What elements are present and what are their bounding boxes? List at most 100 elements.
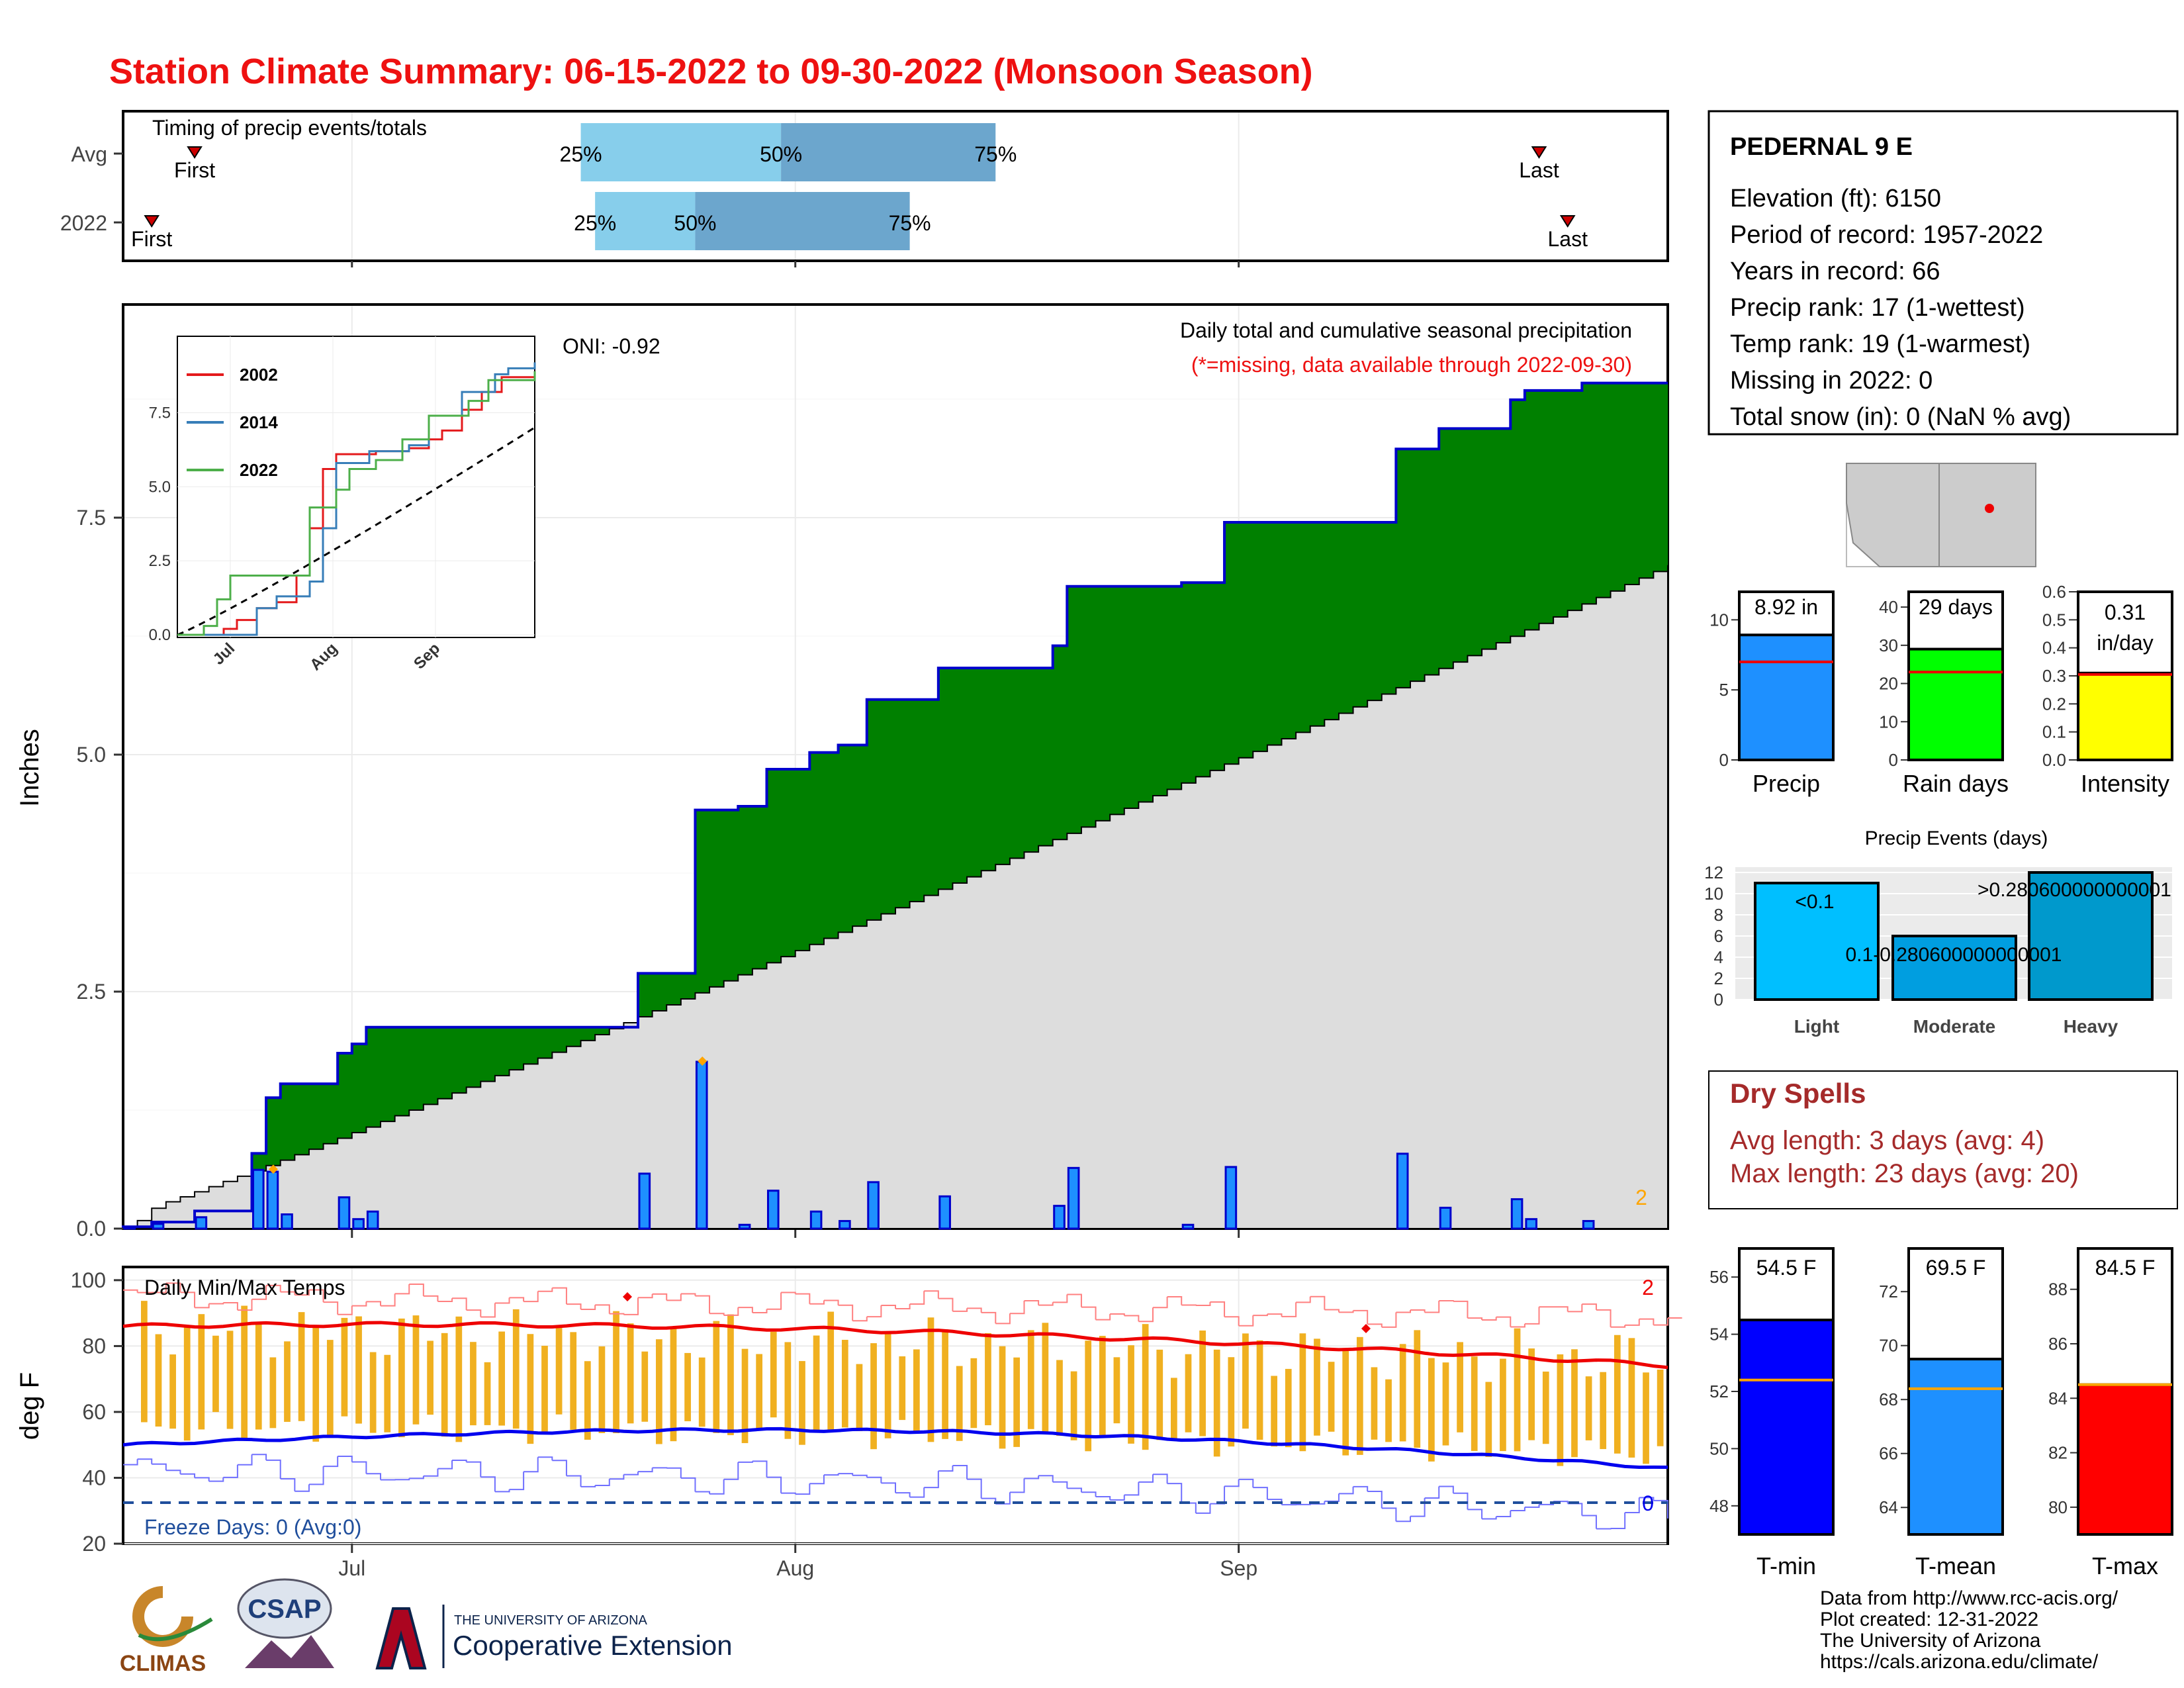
dry-spells-title: Dry Spells	[1730, 1078, 1866, 1109]
daily-temp-bar	[1571, 1349, 1578, 1458]
temp-corner-bottom: 0	[1642, 1491, 1654, 1515]
daily-temp-bar	[470, 1342, 477, 1426]
daily-precip-bar	[638, 1172, 651, 1230]
summary-tick: 10	[1879, 712, 1898, 731]
inset-series-line	[177, 362, 536, 636]
station-info-line: Missing in 2022: 0	[1730, 367, 1933, 395]
events-category: Light	[1794, 1016, 1839, 1037]
events-y-tick: 2	[1714, 968, 1723, 988]
record-precip-marker	[698, 1056, 707, 1066]
events-bar	[1754, 882, 1880, 1001]
daily-temp-bar	[956, 1366, 963, 1441]
locator-map	[1846, 463, 2036, 567]
daily-temp-bar	[1471, 1356, 1478, 1451]
inset-y-tick: 0.0	[149, 626, 171, 644]
events-label: 0.1-0.280600000000001	[1846, 944, 2062, 966]
temp-summary-tick: 64	[1879, 1497, 1898, 1517]
station-info-line: Period of record: 1957-2022	[1730, 221, 2043, 249]
summary-name: Precip	[1752, 770, 1820, 797]
daily-temp-bar	[670, 1327, 677, 1442]
daily-temp-bar	[1399, 1344, 1406, 1442]
daily-temp-bar	[298, 1312, 305, 1421]
daily-temp-bar	[198, 1314, 205, 1430]
daily-precip-bar	[867, 1181, 880, 1230]
daily-temp-bar	[1514, 1328, 1521, 1452]
footer: CLIMAS CSAP THE UNIVERSITY OF ARIZONA Co…	[120, 1578, 2118, 1676]
daily-temp-bar	[741, 1348, 749, 1444]
timing-p25-label: 25%	[560, 142, 602, 166]
summary-tick: 0	[1719, 750, 1729, 770]
daily-temp-bar	[1314, 1338, 1320, 1436]
daily-temp-bar	[1328, 1362, 1335, 1432]
daily-temp-bar	[1428, 1358, 1435, 1462]
summary-name: Intensity	[2081, 770, 2169, 797]
daily-temp-bar	[355, 1316, 362, 1424]
summary-tick: 5	[1719, 680, 1729, 700]
daily-temp-bar	[1356, 1336, 1363, 1455]
x-axis-tick: Jul	[338, 1556, 365, 1580]
daily-temp-bar	[813, 1335, 820, 1432]
daily-temp-bar	[698, 1357, 705, 1427]
daily-temp-bar	[999, 1346, 1006, 1449]
summary-value-label: 8.92 in	[1754, 595, 1818, 619]
daily-temp-bar	[1128, 1345, 1134, 1444]
daily-temp-bar	[656, 1339, 662, 1444]
daily-precip-bar	[767, 1190, 780, 1230]
daily-temp-bar	[326, 1340, 334, 1438]
x-axis-tick: Sep	[1220, 1556, 1257, 1580]
footer-line: Data from http://www.rcc-acis.org/	[1820, 1587, 2118, 1609]
daily-temp-bar	[541, 1346, 548, 1433]
daily-temp-bar	[1013, 1357, 1021, 1447]
daily-temp-bar	[155, 1334, 162, 1427]
timing-title: Timing of precip events/totals	[152, 116, 427, 140]
dry-spells-box: Dry Spells Avg length: 3 days (avg: 4) M…	[1708, 1070, 2178, 1209]
precip-y-tick: 2.5	[77, 980, 106, 1004]
daily-temp-bar	[841, 1340, 848, 1428]
daily-temp-bar	[1099, 1336, 1106, 1436]
temp-summary-tick: 88	[2048, 1280, 2068, 1299]
daily-temp-bar	[784, 1342, 792, 1439]
daily-temp-bar	[427, 1340, 433, 1415]
summary-tick: 20	[1879, 674, 1898, 694]
temp-summary-name: T-mean	[1915, 1552, 1996, 1579]
temp-summary-tick: 86	[2048, 1334, 2068, 1354]
daily-temp-bar	[484, 1362, 491, 1425]
daily-temp-bar	[1485, 1382, 1492, 1457]
summary-value-unit: in/day	[2097, 631, 2153, 655]
daily-temp-bar	[384, 1354, 391, 1432]
daily-temp-bar	[341, 1317, 348, 1417]
climas-logo-text: CLIMAS	[120, 1651, 206, 1676]
daily-temp-bar	[1171, 1378, 1177, 1440]
csap-logo-text: CSAP	[248, 1595, 321, 1624]
station-info-line: Elevation (ft): 6150	[1730, 185, 1941, 212]
daily-temp-bar	[241, 1305, 248, 1440]
temp-summary-tick: 48	[1709, 1496, 1729, 1516]
precip-panel: 0.0 2.5 5.0 7.5 Inches Daily total and cumu…	[15, 303, 1669, 1241]
daily-temp-bar	[856, 1364, 863, 1431]
daily-temp-bar	[827, 1311, 835, 1431]
station-info-line: Temp rank: 19 (1-warmest)	[1730, 330, 2030, 358]
ua-big-text: Cooperative Extension	[453, 1630, 733, 1661]
daily-temp-bar	[412, 1315, 420, 1425]
daily-temp-bar	[369, 1352, 377, 1433]
daily-precip-bar	[839, 1220, 851, 1230]
events-category: Moderate	[1913, 1016, 1995, 1037]
daily-temp-bar	[598, 1346, 606, 1433]
inset-y-tick: 2.5	[149, 552, 171, 570]
timing-first-marker	[144, 215, 160, 228]
daily-temp-bar	[269, 1357, 277, 1429]
temp-y-tick: 100	[71, 1268, 106, 1292]
daily-temp-bar	[398, 1318, 405, 1438]
inset-y-tick: 5.0	[149, 478, 171, 496]
temp-summary-tick: 54	[1709, 1325, 1729, 1344]
daily-temp-bar	[1027, 1330, 1034, 1429]
summary-tick: 0.3	[2042, 666, 2066, 686]
daily-temp-bar	[913, 1349, 920, 1434]
timing-bar-q1	[580, 123, 782, 181]
record-high-marker	[623, 1292, 632, 1301]
daily-precip-bar	[1525, 1218, 1538, 1230]
temp-summary-bar	[2077, 1383, 2173, 1536]
inset-legend-label: 2022	[240, 460, 278, 480]
